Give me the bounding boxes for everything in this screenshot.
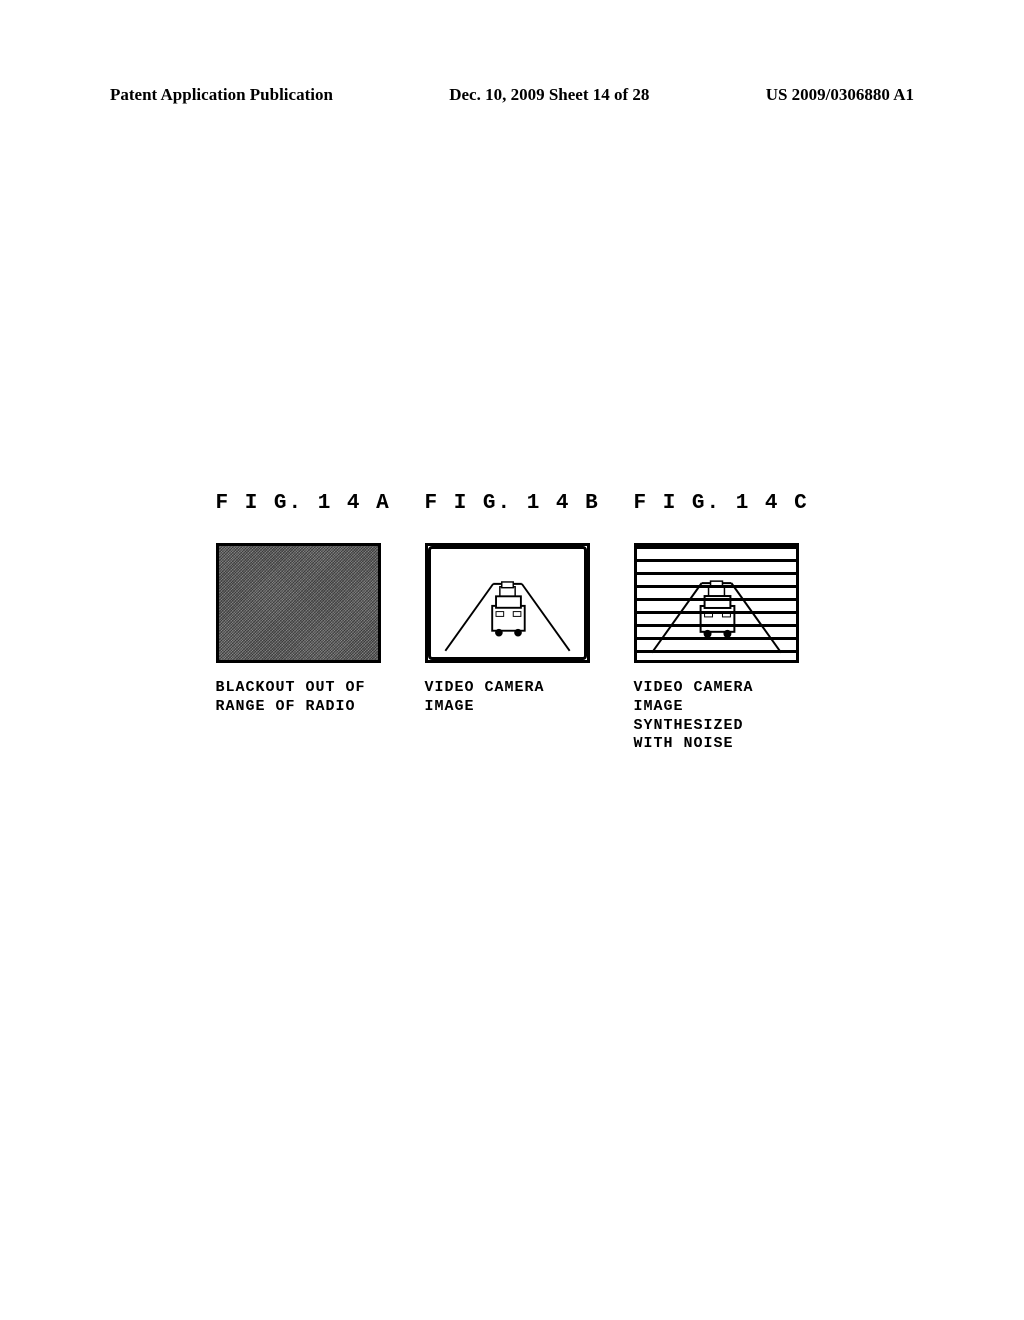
blackout-noise-pattern — [219, 546, 378, 660]
header-publication: Patent Application Publication — [110, 85, 333, 105]
road-car-noise-svg — [637, 546, 796, 660]
figure-14c: F I G. 1 4 C VIDEO CAMERA IMAGE — [634, 492, 809, 754]
figure-14a-title: F I G. 1 4 A — [216, 492, 391, 515]
header-date-sheet: Dec. 10, 2009 Sheet 14 of 28 — [449, 85, 649, 105]
header-patent-number: US 2009/0306880 A1 — [766, 85, 914, 105]
figure-14c-image — [634, 543, 799, 663]
figure-14b: F I G. 1 4 B — [425, 492, 600, 754]
figure-14b-caption: VIDEO CAMERA IMAGE — [425, 679, 545, 717]
figure-14a-caption: BLACKOUT OUT OF RANGE OF RADIO — [216, 679, 366, 717]
figure-14b-image — [425, 543, 590, 663]
video-camera-scene — [428, 546, 587, 660]
figure-14b-title: F I G. 1 4 B — [425, 492, 600, 515]
figure-14c-title: F I G. 1 4 C — [634, 492, 809, 515]
figure-14a-image — [216, 543, 381, 663]
figure-14c-caption: VIDEO CAMERA IMAGE SYNTHESIZED WITH NOIS… — [634, 679, 754, 754]
road-car-svg — [431, 549, 584, 657]
video-camera-noise-scene — [637, 546, 796, 660]
figure-14a: F I G. 1 4 A BLACKOUT OUT OF RANGE OF RA… — [216, 492, 391, 754]
figure-row: F I G. 1 4 A BLACKOUT OUT OF RANGE OF RA… — [0, 492, 1024, 754]
page-header: Patent Application Publication Dec. 10, … — [0, 85, 1024, 105]
